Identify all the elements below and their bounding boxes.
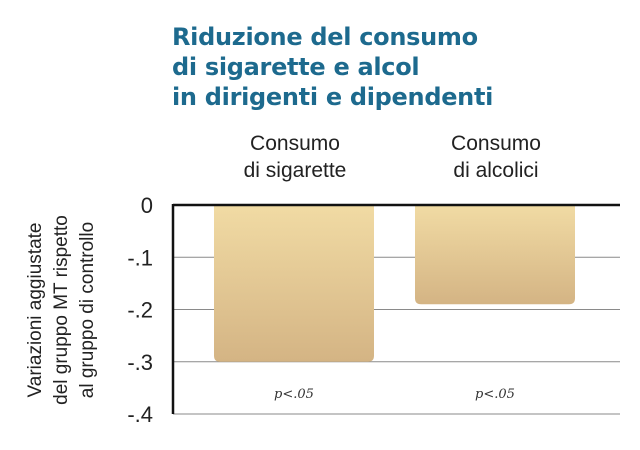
- significance-label: p<.05: [274, 387, 314, 402]
- category-label-line: di sigarette: [243, 159, 347, 182]
- y-tick-label: -.3: [127, 350, 153, 375]
- title-line: di sigarette e alcol: [172, 53, 420, 81]
- category-label-line: di alcolici: [453, 159, 539, 182]
- title-line: Riduzione del consumo: [172, 23, 478, 51]
- y-tick-label: -.1: [127, 245, 153, 270]
- category-label-line: Consumo: [250, 132, 340, 155]
- category-label-sigarette: Consumo di sigarette: [195, 130, 395, 184]
- y-tick-label: -.2: [127, 298, 153, 323]
- y-tick-label: 0: [141, 193, 153, 218]
- category-label-alcolici: Consumo di alcolici: [396, 130, 596, 184]
- title-line: in dirigenti e dipendenti: [172, 83, 494, 111]
- significance-label: p<.05: [475, 387, 515, 402]
- y-tick-label: -.4: [127, 402, 153, 427]
- bar: [214, 205, 374, 362]
- chart-title: Riduzione del consumo di sigarette e alc…: [172, 22, 493, 112]
- category-label-line: Consumo: [451, 132, 541, 155]
- bar: [415, 205, 575, 305]
